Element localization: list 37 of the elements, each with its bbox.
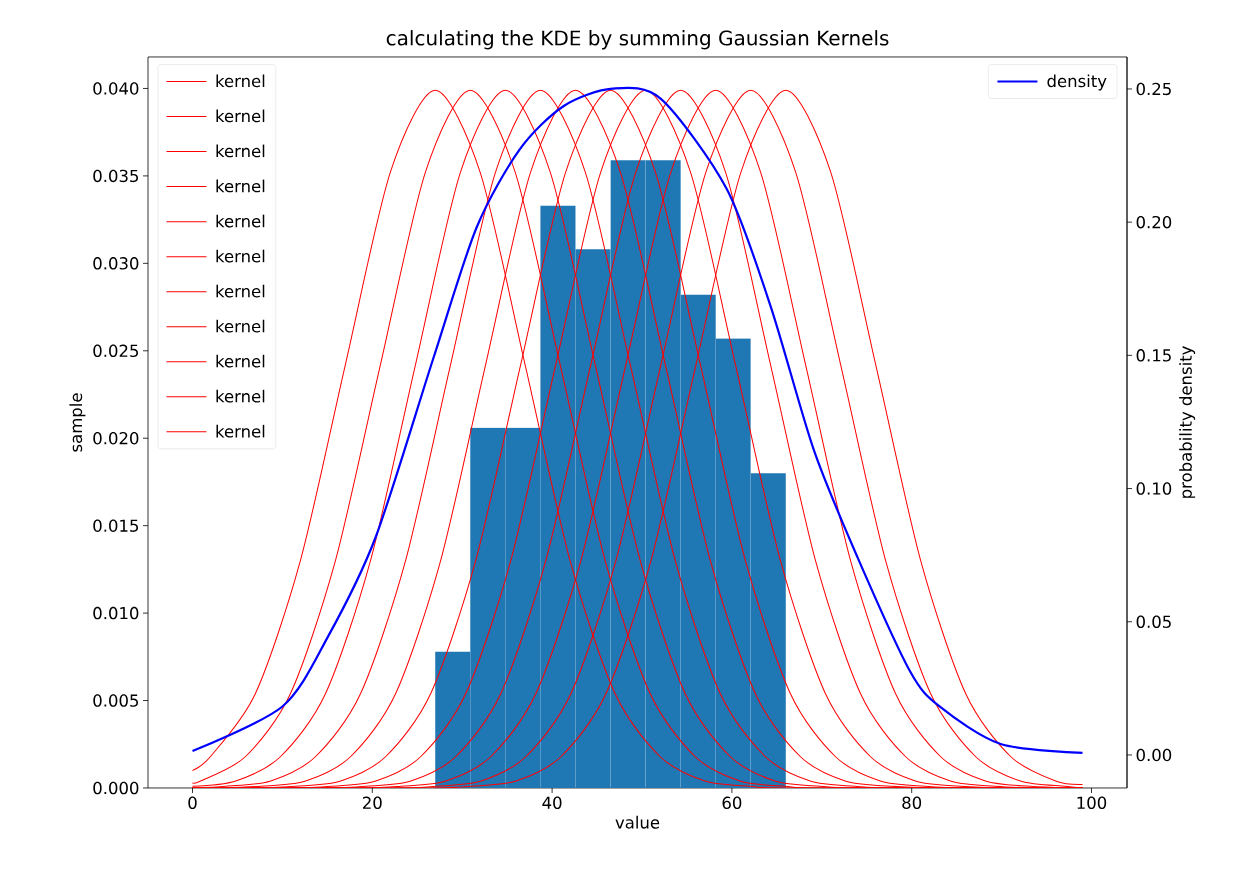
x-tick-label: 80 — [902, 796, 922, 809]
legend-label: kernel — [216, 214, 265, 228]
legend-label: kernel — [216, 284, 265, 298]
y-axis-title: sample — [69, 393, 86, 452]
y2-tick-label: 0.10 — [1136, 482, 1172, 495]
y2-tick-label: 0.05 — [1136, 615, 1171, 628]
y-tick-label: 0.015 — [93, 519, 139, 532]
y2-tick-label: 0.15 — [1136, 349, 1171, 362]
chart-title: calculating the KDE by summing Gaussian Kernels — [386, 30, 889, 50]
legend-label: kernel — [216, 144, 265, 158]
y2-tick-label: 0.25 — [1136, 82, 1171, 96]
y-tick-label: 0.005 — [93, 694, 139, 707]
y-tick-label: 0.020 — [93, 431, 139, 445]
y2-tick-label: 0.20 — [1136, 215, 1172, 229]
legend-label: kernel — [216, 424, 265, 438]
legend-label: kernel — [216, 109, 265, 123]
legend-label: kernel — [216, 319, 265, 333]
y-tick-label: 0.035 — [93, 169, 139, 183]
y-tick-label: 0.000 — [93, 781, 139, 795]
legend-label: density — [1047, 74, 1107, 91]
x-tick-label: 100 — [1077, 796, 1107, 809]
x-tick-label: 20 — [363, 796, 382, 809]
x-tick-label: 40 — [542, 796, 562, 809]
y-tick-label: 0.025 — [93, 344, 139, 358]
legend-label: kernel — [216, 74, 265, 88]
legend-label: kernel — [216, 249, 265, 263]
y-tick-label: 0.010 — [93, 606, 139, 620]
x-tick-label: 0 — [188, 796, 197, 809]
legend-label: kernel — [216, 179, 265, 193]
legend-label: kernel — [216, 389, 265, 403]
x-tick-label: 60 — [722, 796, 742, 809]
y2-tick-label: 0.00 — [1136, 748, 1172, 762]
x-axis-title: value — [615, 815, 660, 829]
legend-label: kernel — [216, 354, 265, 368]
y2-axis-title: probability density — [1179, 346, 1196, 498]
y-tick-label: 0.040 — [93, 82, 139, 95]
y-tick-label: 0.030 — [93, 257, 139, 270]
